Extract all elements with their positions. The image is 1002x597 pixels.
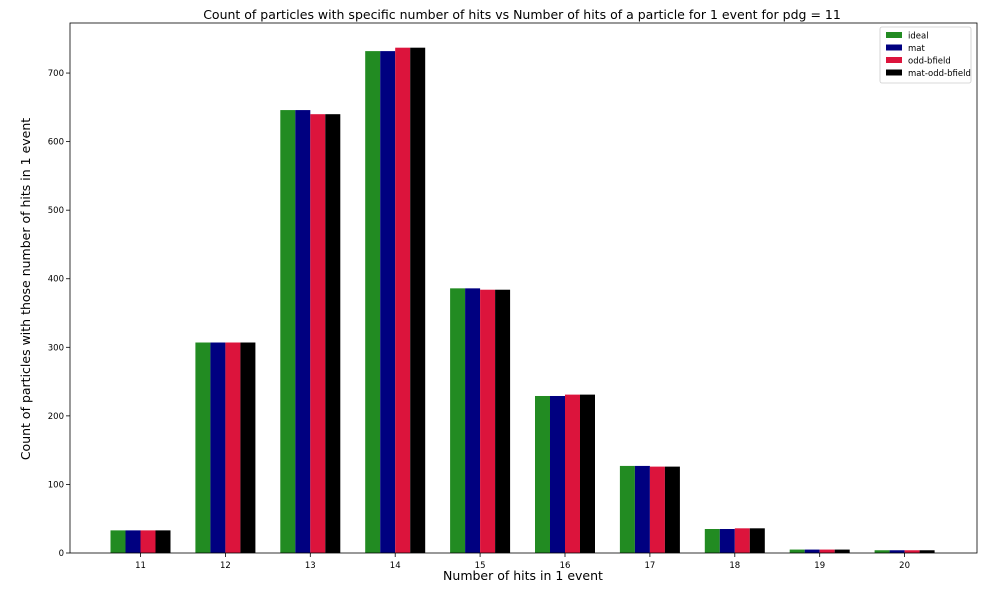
bar-mat-odd-bfield-17	[664, 466, 680, 553]
bar-mat-odd-bfield-12	[240, 342, 256, 553]
bar-odd-bfield-12	[225, 342, 241, 553]
x-tick-label-16: 16	[560, 561, 571, 571]
bar-mat-18	[719, 529, 735, 553]
bar-mat-17	[634, 465, 650, 553]
legend-label-odd-bfield: odd-bfield	[908, 57, 951, 67]
bar-ideal-12	[195, 342, 211, 553]
bar-mat-13	[295, 110, 311, 553]
bar-ideal-14	[365, 51, 381, 553]
y-tick-label-400: 400	[48, 275, 64, 285]
bar-ideal-18	[704, 529, 720, 553]
bar-ideal-19	[789, 549, 805, 553]
bar-odd-bfield-19	[819, 549, 835, 553]
legend-swatch-odd-bfield	[886, 57, 902, 63]
bar-odd-bfield-16	[565, 394, 580, 553]
legend-label-ideal: ideal	[908, 32, 929, 42]
bar-mat-odd-bfield-13	[325, 114, 341, 553]
bar-mat-14	[380, 51, 396, 553]
x-tick-label-19: 19	[814, 561, 825, 571]
bar-mat-16	[550, 395, 565, 553]
x-tick-label-14: 14	[390, 561, 401, 571]
legend-swatch-mat-odd-bfield	[886, 69, 902, 76]
x-tick-label-12: 12	[220, 561, 231, 571]
bar-ideal-20	[874, 550, 890, 553]
bar-odd-bfield-11	[140, 530, 156, 553]
bar-mat-odd-bfield-14	[410, 47, 426, 554]
y-tick-label-500: 500	[48, 206, 64, 216]
bar-odd-bfield-15	[480, 289, 496, 553]
x-tick-label-11: 11	[135, 561, 146, 571]
y-tick-label-300: 300	[48, 343, 64, 353]
bar-mat-15	[465, 288, 481, 553]
bar-mat-odd-bfield-20	[919, 550, 935, 553]
bar-mat-odd-bfield-19	[834, 549, 850, 553]
bar-ideal-13	[280, 110, 296, 553]
x-axis-label: Number of hits in 1 event	[443, 568, 603, 583]
legend-swatch-ideal	[886, 32, 902, 38]
x-tick-label-13: 13	[305, 561, 316, 571]
bars-layer	[110, 47, 935, 554]
bar-ideal-16	[535, 395, 550, 553]
x-tick-label-15: 15	[475, 561, 486, 571]
bar-ideal-15	[450, 288, 466, 553]
y-tick-label-600: 600	[48, 138, 64, 148]
bar-odd-bfield-14	[395, 47, 411, 554]
bar-mat-12	[210, 342, 226, 553]
y-tick-label-200: 200	[48, 412, 64, 422]
legend-label-mat: mat	[908, 44, 925, 54]
legend-label-mat-odd-bfield: mat-odd-bfield	[908, 69, 971, 79]
axes-layer: 0 100 200 300 400 500 600 700 11 12 13 14 15 16 17 18 19…	[48, 22, 978, 571]
bar-mat-odd-bfield-11	[155, 530, 171, 553]
bar-mat-odd-bfield-16	[580, 394, 595, 553]
x-tick-label-17: 17	[644, 561, 655, 571]
y-tick-label-100: 100	[48, 480, 64, 490]
y-tick-label-0: 0	[59, 549, 64, 559]
y-tick-label-700: 700	[48, 69, 64, 79]
bar-ideal-17	[619, 465, 635, 553]
bar-mat-odd-bfield-18	[749, 528, 765, 553]
bar-ideal-11	[110, 530, 126, 553]
chart-title: Count of particles with specific number …	[203, 7, 841, 22]
bar-mat-19	[804, 549, 820, 553]
bar-mat-11	[125, 530, 141, 553]
legend-swatch-mat	[886, 44, 902, 51]
plot-frame	[69, 22, 978, 554]
bar-mat-20	[889, 550, 905, 553]
bar-odd-bfield-18	[734, 528, 750, 553]
bar-mat-odd-bfield-15	[495, 289, 511, 553]
x-tick-label-18: 18	[729, 561, 740, 571]
legend: ideal mat odd-bfield mat-odd-bfield	[879, 26, 972, 84]
bar-odd-bfield-17	[649, 466, 665, 553]
y-axis-label: Count of particles with those number of …	[18, 118, 33, 460]
legend-box	[879, 26, 972, 84]
bar-odd-bfield-13	[310, 114, 326, 553]
x-tick-label-20: 20	[899, 561, 910, 571]
bar-odd-bfield-20	[904, 550, 920, 553]
